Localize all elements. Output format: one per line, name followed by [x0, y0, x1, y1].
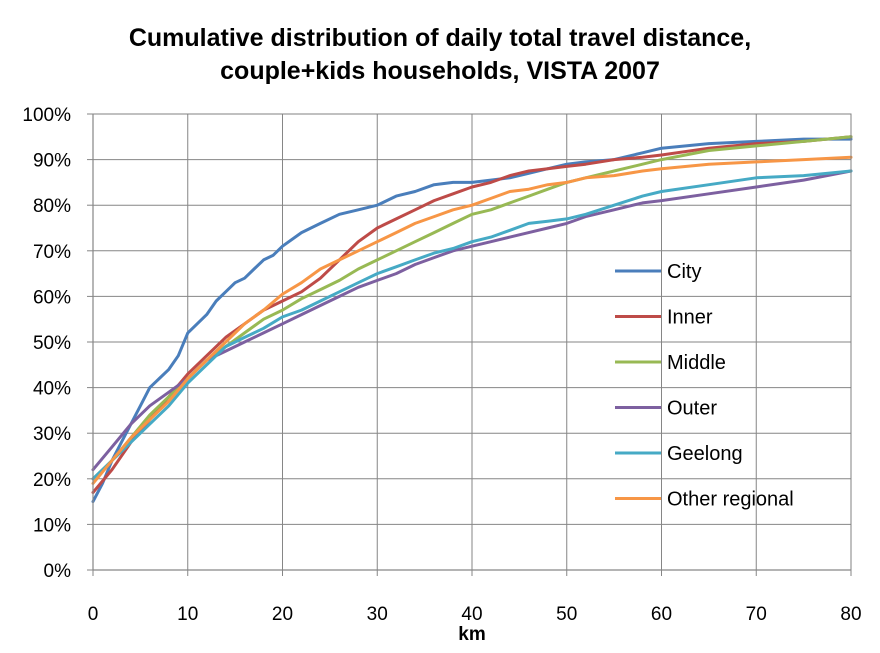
x-tick-label: 30 — [367, 604, 388, 625]
legend: City Inner Middle Outer Geelong Other regiona… — [615, 261, 794, 511]
y-tick-label: 60% — [33, 287, 71, 308]
series-lines — [91, 135, 853, 504]
chart-title-line2: couple+kids households, VISTA 2007 — [220, 57, 660, 85]
x-tick-label: 40 — [461, 604, 482, 625]
series-line-other-regional — [91, 155, 853, 485]
legend-label-middle: Middle — [667, 352, 726, 374]
legend-label-other-regional: Other regional — [667, 489, 794, 511]
x-tick-label: 60 — [651, 604, 672, 625]
legend-label-outer: Outer — [667, 398, 717, 420]
x-tick-label: 20 — [272, 604, 293, 625]
y-tick-label: 20% — [33, 470, 71, 491]
y-tick-label: 40% — [33, 379, 71, 400]
legend-label-inner: Inner — [667, 307, 713, 329]
y-tick-label: 0% — [44, 561, 72, 582]
x-tick-label: 0 — [88, 604, 99, 625]
tick-labels: 0% 10% 20% 30% 40% 50% 60% 70% 80% 90% 100% 0 10 20 30… — [22, 105, 861, 625]
y-tick-label: 100% — [22, 105, 71, 126]
x-tick-label: 70 — [746, 604, 767, 625]
y-tick-label: 90% — [33, 151, 71, 172]
series-line-inner — [91, 135, 853, 494]
chart-title: Cumulative distribution of daily total t… — [0, 22, 880, 88]
y-tick-label: 70% — [33, 242, 71, 263]
axes — [87, 113, 852, 576]
y-tick-label: 80% — [33, 196, 71, 217]
chart-title-line1: Cumulative distribution of daily total t… — [128, 24, 752, 52]
series-line-geelong — [91, 169, 853, 481]
legend-label-city: City — [667, 261, 701, 283]
y-tick-label: 30% — [33, 424, 71, 445]
legend-label-geelong: Geelong — [667, 443, 743, 465]
x-axis-title: km — [458, 624, 485, 645]
y-tick-label: 10% — [33, 515, 71, 536]
x-tick-label: 50 — [556, 604, 577, 625]
x-tick-label: 80 — [840, 604, 861, 625]
y-tick-label: 50% — [33, 333, 71, 354]
x-tick-label: 10 — [177, 604, 198, 625]
series-line-city — [91, 137, 853, 504]
